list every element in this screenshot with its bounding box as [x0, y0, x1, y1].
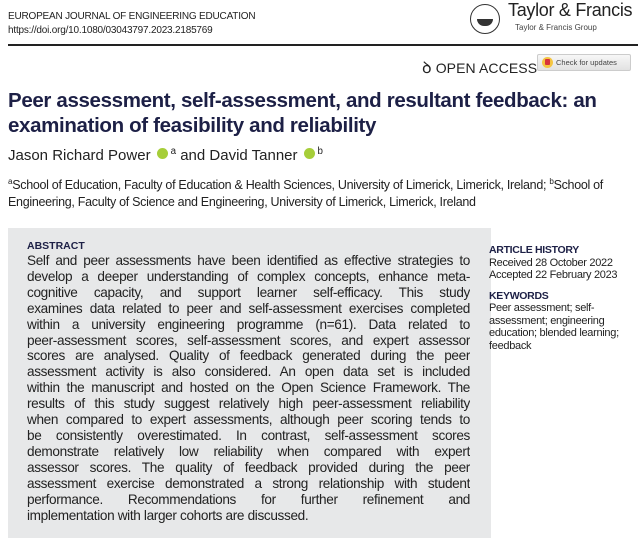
abstract-heading: ABSTRACT [27, 240, 85, 252]
check-for-updates-button[interactable]: Check for updates [537, 54, 631, 71]
abstract-text: Self and peer assessments have been iden… [27, 253, 470, 523]
article-sidebar: ARTICLE HISTORY Received 28 October 2022… [489, 244, 639, 352]
lamp-logo-icon [470, 4, 500, 34]
affiliation: School of Education, Faculty of Educatio… [12, 178, 550, 192]
keywords-line: feedback [489, 339, 532, 352]
history-heading: ARTICLE HISTORY [489, 244, 580, 256]
article-heading: Peer assessment, self-assessment, and re… [8, 88, 638, 211]
keywords: KEYWORDS Peer assessment; self- assessme… [489, 290, 639, 353]
abstract-line: develop a deeper understanding of comple… [27, 268, 470, 284]
author-list: Jason Richard Power a and David Tanner b [8, 147, 638, 165]
publisher-group: Taylor & Francis Group [515, 23, 597, 32]
abstract-line: within a university engineering programm… [27, 316, 470, 332]
abstract-line: assessment exercise demonstrated a stron… [27, 475, 470, 491]
abstract-line: implementation with larger cohorts are d… [27, 507, 309, 523]
abstract-line: examines data related to peer and self-a… [27, 300, 470, 316]
orcid-icon[interactable] [156, 148, 168, 159]
abstract-line: within the manuscript and hosted on the … [27, 380, 470, 396]
abstract-line: results of this study suggest relatively… [27, 396, 470, 412]
abstract-line: demonstrate relatively low reliability w… [27, 443, 470, 459]
doi-link[interactable]: https://doi.org/10.1080/03043797.2023.21… [8, 25, 213, 36]
abstract-line: performance. Recommendations for further… [27, 491, 470, 507]
author-affil-mark: a [170, 146, 177, 157]
author-affil-mark: b [317, 146, 323, 157]
author-name[interactable]: David Tanner [209, 147, 298, 164]
journal-name: EUROPEAN JOURNAL OF ENGINEERING EDUCATIO… [8, 11, 256, 22]
journal-header: EUROPEAN JOURNAL OF ENGINEERING EDUCATIO… [8, 10, 256, 38]
keywords-line: education; blended learning; [489, 327, 619, 339]
abstract-line: scores are analysed. Quality of feedback… [27, 348, 470, 364]
abstract-line: peer-assessment scores, self-assessment … [27, 332, 470, 348]
publisher-logo: Taylor & Francis Taylor & Francis Group [470, 0, 640, 38]
author-joiner: and [180, 147, 206, 164]
crossmark-icon [542, 57, 553, 68]
article-history: ARTICLE HISTORY Received 28 October 2022… [489, 244, 639, 282]
author-name[interactable]: Jason Richard Power [8, 147, 151, 164]
abstract-box [8, 228, 491, 538]
abstract-line: cognitive capacity, and support learner … [27, 284, 470, 300]
open-access-text: OPEN ACCESS [435, 60, 538, 76]
affil-mark: b [549, 176, 554, 186]
check-updates-label: Check for updates [556, 58, 617, 67]
affiliation: School of Engineering, Faculty of Scienc… [8, 178, 603, 209]
keywords-heading: KEYWORDS [489, 289, 549, 302]
open-lock-icon: ꝺ [422, 60, 432, 77]
publisher-name: Taylor & Francis [508, 0, 633, 20]
article-title: Peer assessment, self-assessment, and re… [8, 89, 597, 137]
abstract-line: when compared to expert assessments, alt… [27, 412, 470, 428]
orcid-icon[interactable] [303, 148, 315, 159]
abstract-line: be consistently overestimated. In contra… [27, 427, 470, 443]
abstract-line: assessor scores. The quality of feedback… [27, 459, 470, 475]
accepted-date: Accepted 22 February 2023 [489, 269, 618, 281]
affiliations: aSchool of Education, Faculty of Educati… [8, 177, 638, 211]
keywords-line: Peer assessment; self- [489, 302, 595, 314]
affil-mark: a [8, 176, 13, 186]
abstract-line: assessment activity is also considered. … [27, 364, 470, 380]
keywords-line: assessment; engineering [489, 314, 605, 327]
received-date: Received 28 October 2022 [489, 256, 613, 269]
abstract-line: Self and peer assessments have been iden… [27, 253, 470, 268]
open-access-label: ꝺ OPEN ACCESS [422, 56, 537, 78]
header-divider [8, 44, 638, 46]
